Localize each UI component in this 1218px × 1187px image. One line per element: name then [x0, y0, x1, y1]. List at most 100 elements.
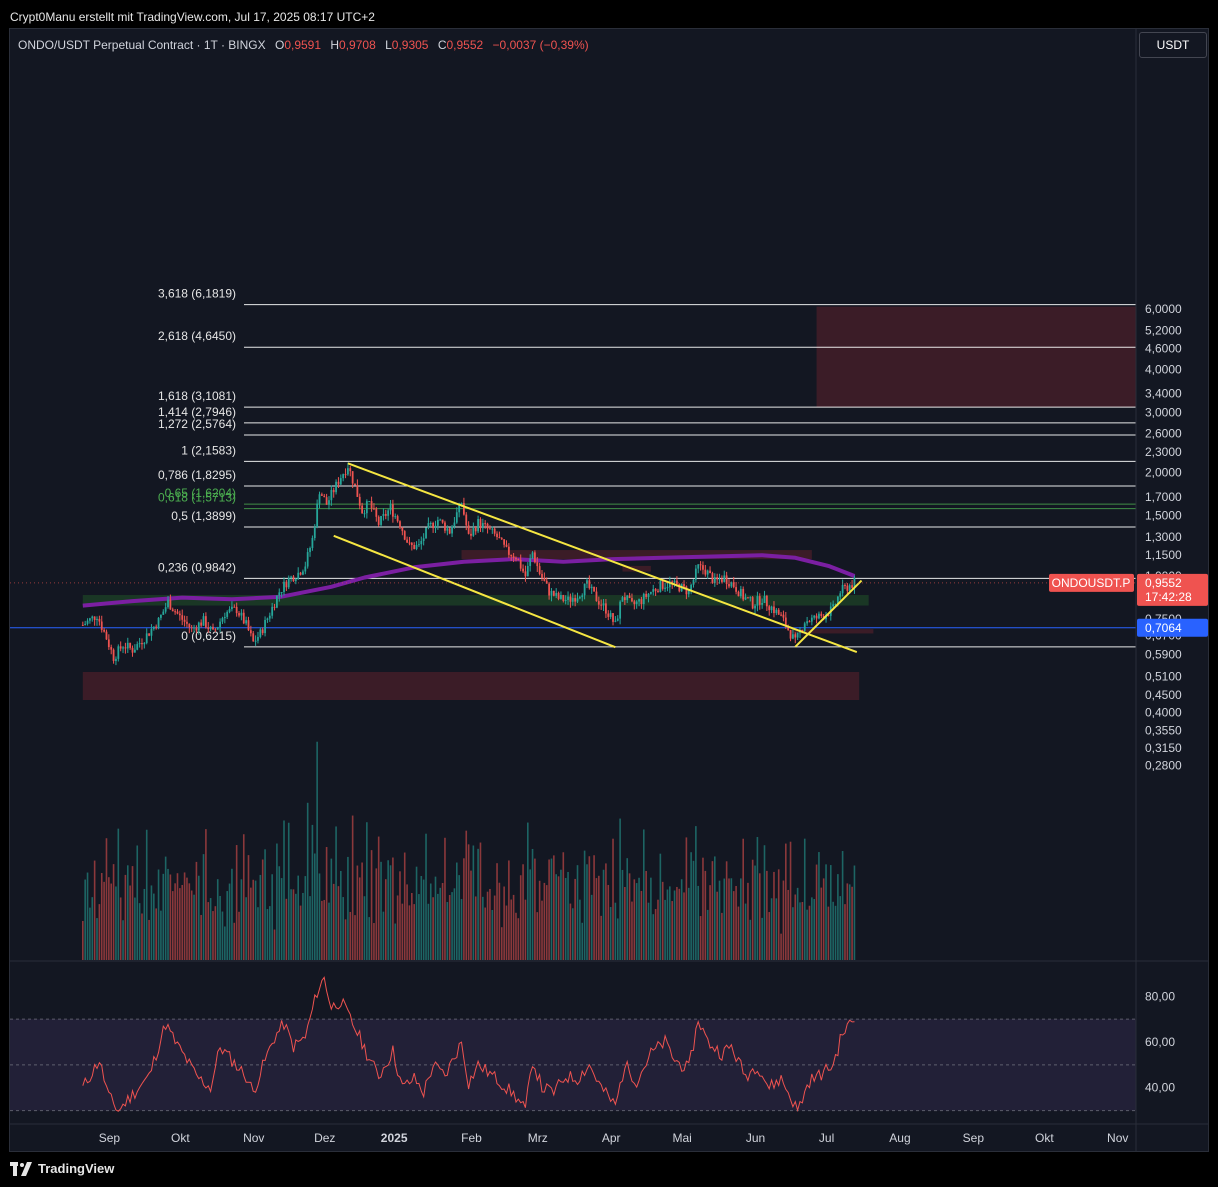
- candle-body: [510, 554, 513, 557]
- volume-bar: [373, 923, 375, 960]
- candle-body: [204, 616, 207, 628]
- volume-bar: [437, 893, 439, 960]
- volume-bar: [576, 865, 579, 960]
- volume-bar: [112, 864, 115, 960]
- zone-red-0: [816, 306, 1136, 408]
- volume-bar: [318, 873, 321, 960]
- volume-bar: [304, 876, 307, 960]
- candle-body: [382, 514, 385, 516]
- volume-bar: [557, 876, 560, 960]
- volume-bar: [834, 905, 837, 960]
- candle-body: [739, 588, 742, 597]
- volume-bar: [827, 906, 830, 960]
- volume-bar: [607, 884, 610, 960]
- currency-button[interactable]: USDT: [1139, 32, 1207, 58]
- candle-body: [654, 589, 657, 591]
- candle-body: [377, 516, 380, 525]
- candle-body: [749, 597, 752, 599]
- candle-body: [169, 599, 172, 610]
- candle-body: [122, 647, 124, 649]
- volume-bar: [295, 893, 297, 960]
- volume-bar: [484, 907, 486, 960]
- volume-bar: [567, 871, 569, 960]
- volume-bar: [818, 852, 820, 960]
- time-tick-label: Okt: [1035, 1131, 1054, 1145]
- candle-body: [335, 481, 337, 493]
- tradingview-logo[interactable]: TradingView: [10, 1161, 114, 1176]
- candle-body: [569, 596, 572, 602]
- volume-bar: [167, 868, 169, 960]
- candle-body: [403, 531, 406, 540]
- price-tick-label: 0,4500: [1145, 688, 1182, 702]
- candle-body: [356, 485, 359, 497]
- volume-bar: [754, 865, 756, 960]
- volume-bar: [642, 829, 645, 960]
- candle-body: [292, 576, 295, 582]
- volume-bar: [117, 828, 120, 960]
- candle-body: [777, 609, 780, 615]
- volume-bar: [463, 858, 465, 960]
- time-tick-label: Jun: [746, 1131, 765, 1145]
- volume-bar: [626, 858, 629, 960]
- candle-body: [664, 587, 666, 589]
- candle-body: [351, 471, 354, 484]
- volume-bar: [458, 875, 460, 960]
- candle-body: [223, 616, 226, 619]
- volume-bar: [671, 901, 673, 960]
- candle-body: [628, 595, 631, 598]
- candle-body: [590, 586, 593, 589]
- candle-body: [586, 580, 588, 584]
- volume-bar: [269, 906, 271, 960]
- volume-bar: [342, 897, 344, 960]
- candle-body: [552, 590, 555, 596]
- volume-bar: [709, 885, 711, 960]
- volume-bar: [415, 866, 418, 960]
- volume-bar: [264, 849, 266, 960]
- volume-bar: [758, 873, 761, 960]
- legend-change: −0,0037 (−0,39%): [493, 38, 589, 52]
- volume-bar: [299, 905, 302, 960]
- candle-body: [545, 580, 548, 584]
- candle-body: [209, 626, 212, 630]
- volume-bar: [600, 915, 602, 960]
- volume-bar: [252, 879, 255, 960]
- volume-bar: [595, 878, 598, 960]
- volume-bar: [541, 900, 543, 960]
- volume-bar: [493, 895, 496, 960]
- candle-body: [86, 620, 89, 624]
- candle-body: [560, 594, 562, 599]
- candle-body: [249, 630, 252, 634]
- candle-body: [306, 552, 309, 567]
- volume-bar: [171, 891, 174, 960]
- candle-body: [500, 538, 503, 540]
- candle-body: [141, 643, 143, 645]
- chart-frame[interactable]: [9, 28, 1209, 1152]
- candle-body: [531, 552, 534, 559]
- legend-close-value: 0,9552: [447, 38, 484, 52]
- volume-bar: [699, 916, 702, 960]
- volume-bar: [479, 842, 482, 960]
- candle-body: [375, 508, 378, 517]
- volume-bar: [347, 856, 349, 960]
- volume-bar: [145, 829, 148, 960]
- candle-body: [316, 503, 319, 528]
- candle-body: [687, 589, 690, 595]
- candle-body: [623, 597, 626, 601]
- candle-body: [394, 516, 397, 518]
- volume-bar: [287, 822, 290, 960]
- volume-bar: [673, 890, 676, 960]
- volume-bar: [188, 883, 191, 960]
- price-tick-label: 1,3000: [1145, 530, 1182, 544]
- candle-body: [164, 607, 167, 612]
- volume-bar: [737, 906, 740, 960]
- candle-body: [472, 527, 475, 536]
- volume-bar: [259, 874, 262, 960]
- volume-bar: [751, 859, 754, 960]
- volume-bar: [302, 892, 304, 960]
- volume-bar: [157, 869, 160, 960]
- volume-bar: [164, 856, 167, 960]
- volume-bar: [510, 899, 513, 960]
- volume-bar: [425, 833, 427, 960]
- candles-layer: [81, 462, 856, 666]
